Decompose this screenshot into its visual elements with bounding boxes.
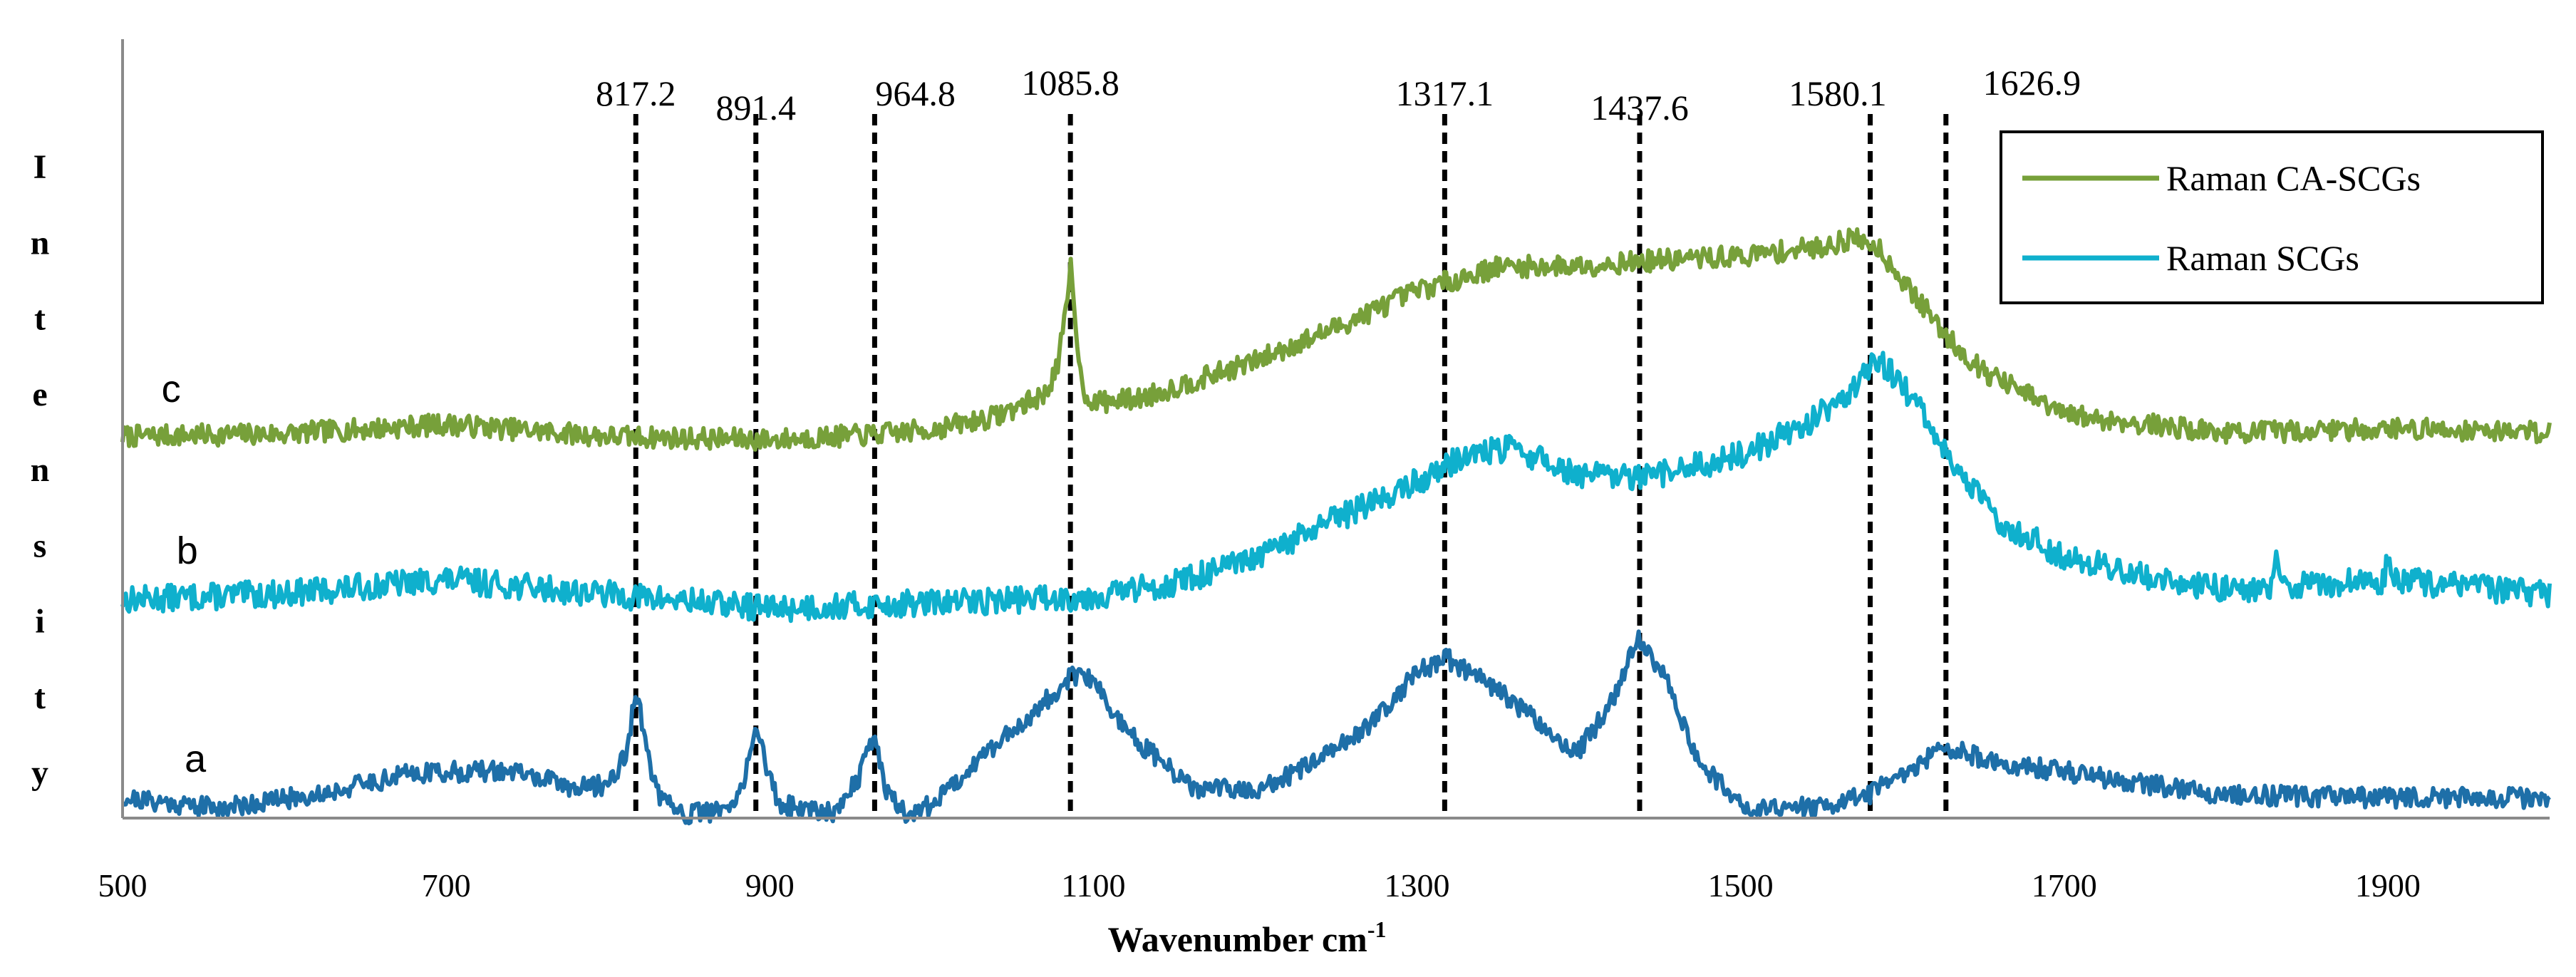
series-line — [120, 227, 2552, 452]
y-axis-title-letter: t — [34, 300, 46, 338]
y-axis-title-letter: i — [35, 603, 44, 641]
reference-line-label: 1317.1 — [1396, 73, 1494, 113]
y-axis-title-letter: t — [34, 678, 46, 716]
series-line — [120, 351, 2552, 624]
axes — [121, 39, 2550, 820]
trace-labels: c b a — [162, 368, 207, 780]
x-tick-label: 500 — [98, 867, 148, 904]
y-axis-title-letter: y — [31, 754, 48, 792]
reference-line-label: 964.8 — [875, 73, 956, 113]
reference-lines — [633, 114, 1949, 818]
x-tick-label: 700 — [422, 867, 471, 904]
x-axis-title-superscript: -1 — [1367, 916, 1387, 942]
legend: Raman CA-SCGs Raman SCGs — [2000, 130, 2544, 304]
reference-line-label: 1580.1 — [1789, 73, 1887, 113]
x-tick-label: 1900 — [2355, 867, 2421, 904]
reference-line-label: 1626.9 — [1983, 63, 2081, 103]
y-axis-title-letter: n — [31, 224, 50, 262]
reference-line-label: 1085.8 — [1021, 63, 1119, 103]
x-tick-labels: 500 700 900 1100 1300 1500 1700 1900 — [98, 867, 2421, 904]
x-tick-label: 1100 — [1061, 867, 1125, 904]
x-axis-title-text: Wavenumber cm — [1108, 919, 1367, 959]
series-line — [121, 629, 2551, 826]
reference-line-labels: 817.2 891.4 964.8 1085.8 1317.1 1437.6 1580.1 1… — [596, 63, 2081, 128]
x-axis-title: Wavenumber cm-1 — [1108, 916, 1387, 959]
legend-label: Raman CA-SCGs — [2166, 158, 2421, 198]
y-axis-title-letter: n — [31, 451, 50, 489]
y-axis-title-letter: I — [33, 148, 47, 186]
x-tick-label: 1700 — [2032, 867, 2097, 904]
trace-label: a — [185, 738, 207, 780]
x-tick-label: 900 — [745, 867, 795, 904]
x-tick-label: 1300 — [1385, 867, 1450, 904]
trace-label: b — [177, 529, 198, 572]
reference-line-label: 817.2 — [596, 73, 676, 113]
reference-line-label: 1437.6 — [1590, 88, 1689, 128]
y-axis-title-letter: e — [32, 376, 47, 413]
trace-label: c — [162, 368, 181, 410]
x-tick-label: 1500 — [1708, 867, 1774, 904]
y-axis-title-letter: s — [33, 527, 47, 564]
legend-label: Raman SCGs — [2166, 238, 2359, 278]
series-layer — [120, 227, 2552, 826]
legend-box — [2000, 130, 2544, 304]
reference-line-label: 891.4 — [715, 88, 796, 128]
